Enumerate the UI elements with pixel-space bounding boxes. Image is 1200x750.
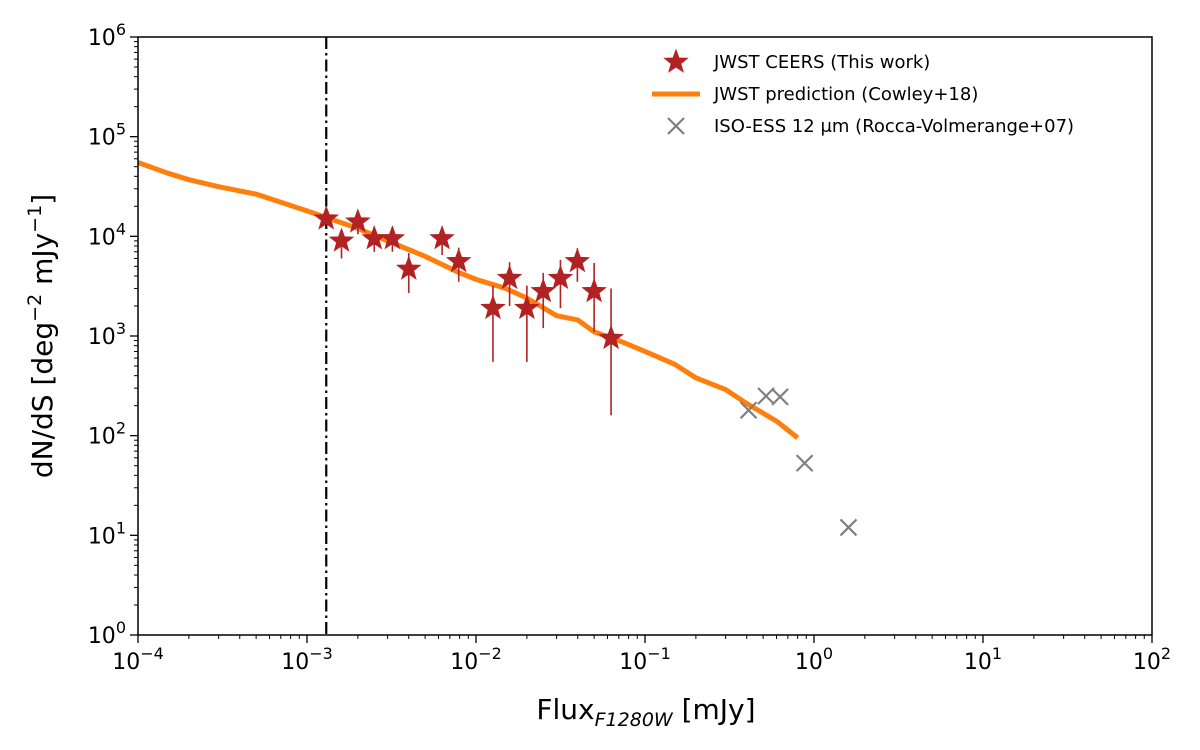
legend-x-marker [667,117,685,135]
y-tick-label: 105 [88,120,126,151]
y-tick-label: 103 [88,319,126,350]
iso-ess-marker-stroke [771,388,789,406]
ceers-star-point [598,324,624,350]
legend: JWST CEERS (This work) JWST prediction (C… [652,48,1074,137]
x-tick-label: 102 [1133,644,1171,675]
ceers-star-point [530,277,557,303]
iso-ess-marker-stroke [739,401,758,420]
legend-label: JWST prediction (Cowley+18) [713,84,978,105]
ceers-star-point [496,264,523,290]
ceers-star-point [328,227,355,252]
x-tick-label: 101 [964,644,1002,675]
y-axis-title: dN/dS [deg−2 mJy−1] [24,194,59,478]
iso-ess-point [839,518,858,537]
ceers-star-point [581,277,607,303]
iso-ess-marker-stroke [839,518,858,537]
ceers-star-point [429,225,455,250]
ceers-star-point [313,205,340,230]
x-tick-label: 10−2 [450,644,502,675]
ceers-star-point [564,247,591,273]
ceers-star-point [379,225,406,250]
iso-ess-marker-stroke [795,454,814,472]
x-tick-label: 10−4 [112,644,164,675]
y-tick-label: 102 [88,419,126,450]
legend-label: JWST CEERS (This work) [713,52,930,73]
iso-ess-marker-stroke [757,387,775,405]
ceers-star-point [547,264,574,290]
x-axis-title: FluxF1280W [mJy] [536,693,755,731]
y-tick-label: 100 [88,618,126,649]
y-tick-label: 101 [88,518,126,549]
x-tick-label: 10−1 [619,644,671,675]
ceers-star-point [345,208,371,233]
prediction-line [137,160,800,440]
iso-ess-point [757,387,775,405]
plot-layer [137,37,858,635]
iso-ess-point [739,401,758,420]
plot-frame [137,36,1153,636]
iso-ess-point [795,454,814,472]
iso-ess-point [771,388,789,406]
legend-star-marker [663,48,689,73]
ceers-star-point [445,247,472,273]
ceers-star-point [395,255,422,280]
x-tick-label: 100 [795,644,833,675]
x-tick-label: 10−3 [281,644,333,675]
y-tick-label: 106 [88,20,126,51]
y-tick-label: 104 [88,219,126,250]
legend-label: ISO-ESS 12 μm (Rocca-Volmerange+07) [714,116,1074,137]
ceers-star-point [480,294,506,320]
ceers-star-point [514,294,540,320]
